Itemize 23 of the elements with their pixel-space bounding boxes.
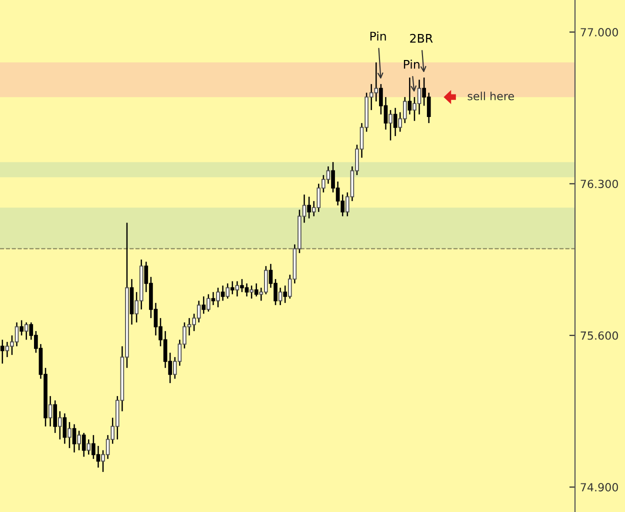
candlestick xyxy=(393,107,398,137)
candlestick xyxy=(202,296,206,314)
candlestick xyxy=(408,76,412,116)
candlestick xyxy=(82,432,86,458)
candlestick xyxy=(211,291,216,306)
candlestick xyxy=(20,320,24,336)
candlestick xyxy=(254,282,258,298)
annotation: Pin xyxy=(404,60,420,69)
y-tick-label: 74.900 xyxy=(580,483,618,492)
annotation: 2BR xyxy=(410,34,433,43)
candlestick xyxy=(62,412,67,444)
candlestick xyxy=(72,424,76,454)
annotation: sell here xyxy=(468,92,514,100)
candlestick xyxy=(230,280,234,295)
y-tick-label: 76.300 xyxy=(580,180,618,188)
candlestick xyxy=(0,339,4,364)
candlestick xyxy=(53,400,58,434)
candlestick xyxy=(220,284,225,302)
y-tick-label: 75.600 xyxy=(580,331,618,340)
annotation: Pin xyxy=(370,31,386,40)
y-tick-label: 77.000 xyxy=(580,28,618,36)
candlestick xyxy=(283,284,288,304)
candlestick xyxy=(307,196,311,220)
